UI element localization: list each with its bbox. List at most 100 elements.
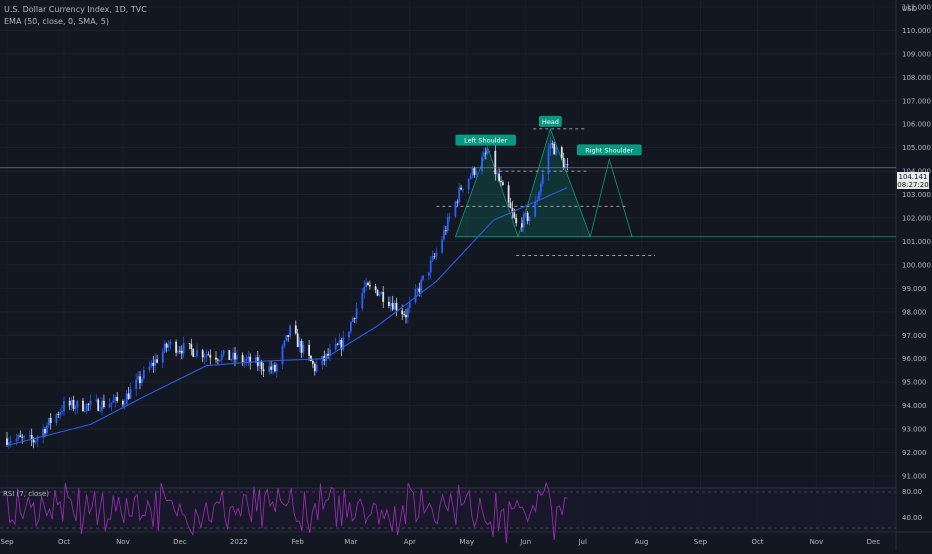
- indicator-legend[interactable]: EMA (50, close, 0, SMA, 5): [4, 17, 109, 26]
- price-tick: 102.000: [902, 215, 931, 223]
- candle-body: [190, 343, 193, 349]
- candle-body: [247, 356, 250, 360]
- price-tick: 107.000: [902, 97, 931, 105]
- price-tick: 93.000: [902, 426, 927, 434]
- candle-body: [388, 301, 390, 306]
- candle-body: [435, 252, 438, 257]
- time-axis[interactable]: Sep Oct Nov Dec 2022 Feb Mar Apr May Jun Jul Aug Sep…: [0, 538, 880, 546]
- candle-body: [268, 366, 271, 372]
- price-tick: 103.000: [902, 191, 931, 199]
- candle-body: [389, 302, 392, 306]
- candle-body: [196, 350, 198, 357]
- pattern-labels[interactable]: Left Shoulder Head Right Shoulder: [455, 115, 642, 156]
- candle-body: [135, 379, 138, 390]
- candle-body: [272, 364, 274, 370]
- candle-body: [154, 359, 157, 366]
- candle-body: [408, 302, 411, 309]
- candle-body: [433, 256, 436, 257]
- candle-body: [127, 393, 130, 399]
- time-tick: Sep: [694, 538, 708, 546]
- candle-body: [218, 360, 221, 361]
- price-tick: 109.000: [902, 50, 931, 58]
- price-tick: 104.000: [902, 168, 931, 176]
- time-tick: Aug: [635, 538, 649, 546]
- head-and-shoulders-pattern[interactable]: [436, 127, 896, 256]
- candle-body: [483, 152, 485, 157]
- candle-body: [564, 164, 567, 168]
- candle-body: [188, 343, 191, 344]
- left-shoulder-label[interactable]: Left Shoulder: [464, 137, 508, 145]
- candle-body: [294, 325, 297, 334]
- price-tick: 105.000: [902, 144, 931, 152]
- candle-body: [454, 201, 457, 217]
- candle-body: [361, 293, 364, 309]
- candle-body: [63, 400, 65, 412]
- price-tick: 100.000: [902, 261, 931, 269]
- candle-body: [47, 417, 50, 426]
- candle-body: [481, 156, 483, 172]
- candle-body: [270, 366, 272, 370]
- candle-body: [258, 361, 261, 367]
- candle-body: [23, 435, 25, 438]
- ema-line: [6, 186, 568, 447]
- candle-body: [414, 289, 417, 303]
- candle-body: [562, 158, 565, 168]
- candle-body: [549, 143, 552, 150]
- candle-body: [55, 414, 58, 423]
- time-tick: Sep: [0, 538, 14, 546]
- time-tick: Oct: [58, 538, 70, 546]
- candle-body: [429, 260, 432, 273]
- candle-body: [36, 437, 39, 441]
- candle-body: [182, 343, 185, 354]
- candle-body: [458, 187, 461, 203]
- right-shoulder-label[interactable]: Right Shoulder: [585, 146, 633, 154]
- candle-body: [541, 174, 544, 184]
- candle-body: [17, 435, 20, 439]
- candle-body: [99, 410, 101, 412]
- candle-body: [473, 168, 476, 175]
- candle-body: [431, 256, 434, 261]
- candle-body: [177, 350, 179, 353]
- price-tick: 96.000: [902, 355, 927, 363]
- candle-body: [255, 357, 257, 363]
- candle-body: [502, 182, 504, 186]
- price-tick: 106.000: [902, 121, 931, 129]
- head-label[interactable]: Head: [542, 118, 559, 126]
- candle-body: [249, 356, 252, 363]
- candle-body: [560, 147, 563, 159]
- candle-body: [241, 355, 244, 363]
- candle-body: [302, 344, 305, 353]
- candle-body: [460, 187, 462, 190]
- candle-body: [540, 183, 542, 193]
- candle-body: [566, 164, 569, 166]
- candle-body: [418, 288, 421, 292]
- candle-body: [156, 359, 158, 363]
- candle-body: [125, 393, 128, 405]
- candle-body: [275, 364, 278, 372]
- candle-body: [152, 362, 155, 366]
- candle-body: [116, 396, 119, 401]
- bar-countdown: 08:27:20: [897, 181, 929, 189]
- candle-body: [112, 400, 115, 403]
- candle-body: [137, 376, 139, 380]
- symbol-title[interactable]: U.S. Dollar Currency Index, 1D, TVC: [4, 5, 147, 14]
- candle-body: [21, 436, 24, 438]
- candle-body: [236, 355, 238, 360]
- price-tick: 94.000: [902, 402, 927, 410]
- time-tick: 2022: [230, 538, 248, 546]
- candle-body: [547, 149, 550, 175]
- candle-body: [380, 292, 383, 295]
- candle-body: [114, 396, 117, 401]
- candle-body: [511, 208, 514, 213]
- candle-body: [513, 212, 516, 218]
- price-axis[interactable]: USD 111.000 110.000 109.000 108.000 107.000 1…: [902, 3, 931, 480]
- time-tick: May: [460, 538, 474, 546]
- candle-body: [498, 173, 500, 181]
- candle-body: [391, 302, 394, 310]
- candle-body: [68, 400, 71, 406]
- candle-body: [167, 344, 170, 348]
- candle-body: [403, 314, 405, 316]
- candle-body: [19, 435, 22, 437]
